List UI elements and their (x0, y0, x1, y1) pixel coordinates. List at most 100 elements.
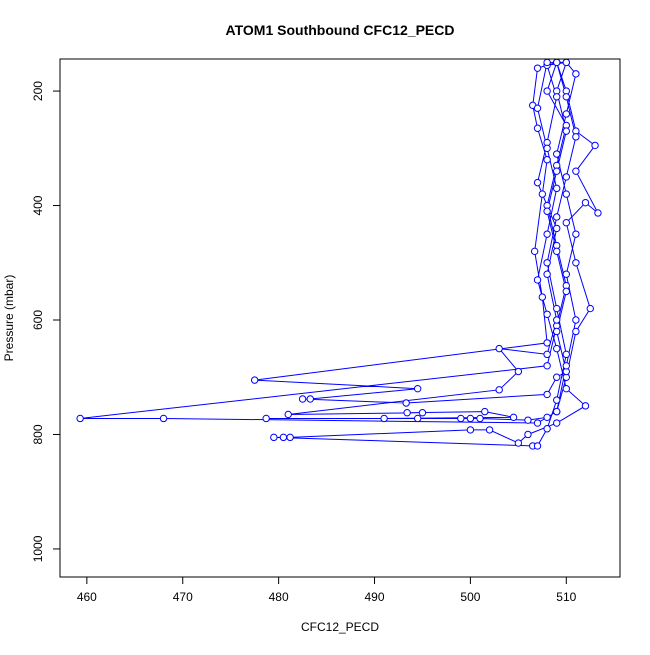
data-point (572, 70, 580, 78)
x-axis-label: CFC12_PECD (301, 620, 379, 634)
data-point (553, 344, 561, 353)
data-point (553, 247, 561, 256)
plot-area (76, 59, 602, 450)
data-point (543, 259, 551, 267)
data-point (586, 304, 594, 313)
data-point (380, 414, 388, 423)
data-point (466, 426, 475, 434)
data-point (533, 442, 542, 450)
data-point (553, 213, 561, 221)
data-point (543, 230, 551, 238)
data-point (524, 416, 532, 424)
data-point (306, 395, 314, 403)
data-point (553, 327, 561, 336)
data-point (533, 178, 542, 187)
data-point (495, 386, 503, 394)
data-point (543, 350, 551, 359)
data-point (594, 209, 602, 217)
data-point (533, 276, 542, 284)
data-point (538, 190, 547, 198)
x-tick-label: 510 (556, 590, 576, 604)
data-point (457, 414, 465, 423)
x-tick-label: 500 (460, 590, 480, 604)
data-point (553, 59, 561, 67)
data-point (533, 64, 542, 72)
data-point (572, 259, 580, 267)
data-point (581, 198, 590, 207)
data-point (509, 413, 518, 422)
data-point (553, 407, 561, 416)
data-point (553, 304, 561, 313)
data-point (553, 419, 561, 427)
data-point (543, 362, 551, 370)
data-point (553, 316, 561, 324)
data-point (495, 344, 503, 353)
data-point (572, 230, 580, 238)
data-point (514, 367, 523, 376)
data-point (572, 167, 580, 175)
data-point (572, 133, 580, 141)
data-point (533, 419, 542, 427)
y-tick-label: 1000 (31, 535, 45, 562)
data-point (402, 399, 410, 407)
y-tick-label: 400 (31, 195, 45, 215)
data-point (553, 167, 561, 175)
data-point (591, 141, 599, 150)
data-point (562, 350, 571, 359)
data-point (562, 270, 571, 278)
data-point (553, 224, 561, 233)
y-tick-label: 800 (31, 424, 45, 444)
data-point (533, 124, 542, 132)
data-point (562, 287, 571, 296)
x-tick-label: 490 (365, 590, 385, 604)
data-point (530, 247, 539, 256)
data-point (481, 407, 489, 416)
data-point (159, 414, 168, 423)
data-point (572, 327, 580, 336)
data-point (466, 414, 475, 423)
data-point (250, 376, 259, 384)
data-point (543, 144, 551, 152)
data-point (562, 173, 571, 181)
data-point (485, 426, 494, 434)
data-point (403, 409, 411, 417)
x-tick-label: 460 (77, 590, 97, 604)
data-point (418, 409, 427, 417)
data-point (76, 414, 84, 423)
data-point (286, 433, 294, 442)
data-point (543, 425, 551, 433)
data-point (279, 433, 288, 442)
data-point (543, 390, 551, 399)
data-point (533, 104, 542, 112)
data-point (553, 373, 561, 381)
x-tick-label: 470 (173, 590, 193, 604)
data-point (476, 414, 484, 423)
data-point (524, 430, 532, 439)
data-point (562, 384, 571, 393)
data-point (562, 127, 571, 135)
chart-title: ATOM1 Southbound CFC12_PECD (226, 22, 455, 38)
data-point (553, 150, 561, 158)
y-axis-label: Pressure (mbar) (2, 275, 16, 362)
data-point (298, 395, 307, 403)
data-point (543, 207, 551, 215)
data-point (270, 433, 278, 442)
data-point (284, 410, 292, 419)
data-point (543, 156, 551, 164)
data-point (553, 396, 561, 404)
data-point (562, 59, 571, 67)
data-point (562, 218, 571, 227)
data-point (538, 293, 547, 301)
data-point (553, 184, 561, 193)
data-point (543, 87, 551, 95)
data-point (543, 413, 551, 422)
data-point (543, 59, 551, 67)
data-point (572, 316, 580, 324)
data-point (413, 414, 422, 423)
data-point (413, 384, 422, 393)
data-point (562, 93, 571, 101)
data-point (543, 310, 551, 318)
y-tick-label: 600 (31, 310, 45, 330)
